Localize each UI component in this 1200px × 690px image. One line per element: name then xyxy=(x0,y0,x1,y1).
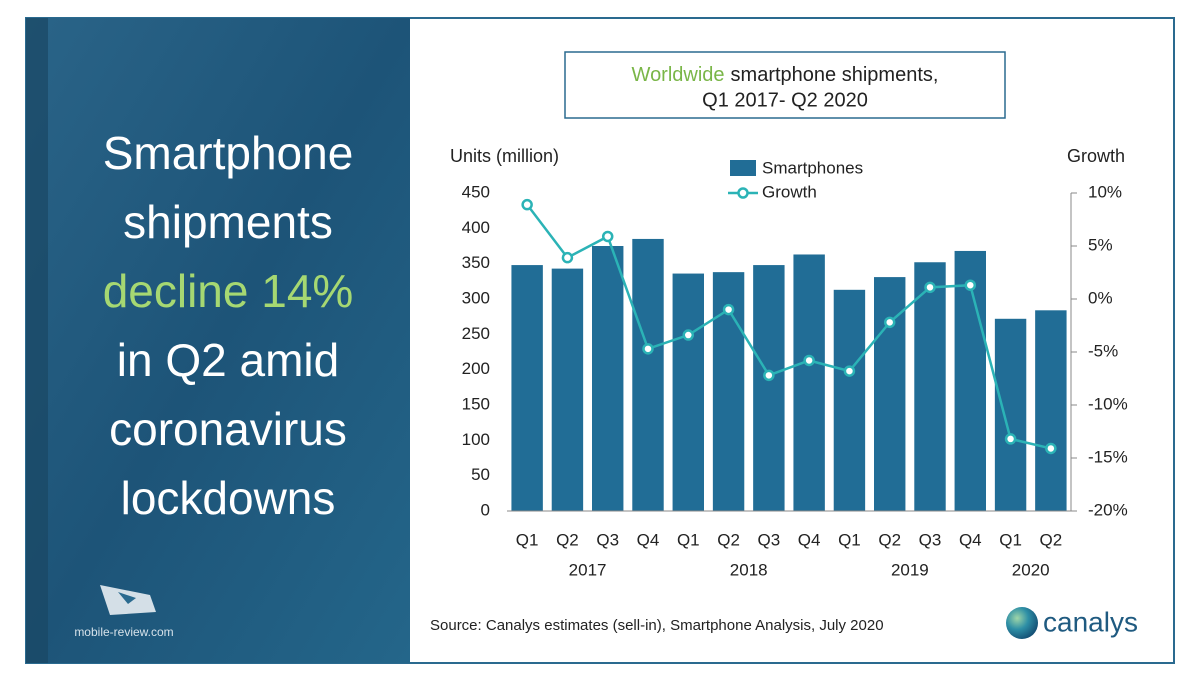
legend-label: Smartphones xyxy=(762,158,863,177)
y-tick-label: 350 xyxy=(462,253,490,272)
x-tick-label: Q2 xyxy=(878,530,901,549)
growth-marker xyxy=(561,251,574,264)
headline-line: coronavirus xyxy=(109,403,347,455)
growth-marker xyxy=(521,198,533,211)
growth-marker xyxy=(1004,433,1017,445)
y2-tick-label: -10% xyxy=(1088,394,1128,413)
bar xyxy=(1035,310,1067,511)
bar xyxy=(511,265,543,511)
bar xyxy=(672,273,704,511)
bar xyxy=(592,246,624,511)
x-tick-label: Q3 xyxy=(596,530,619,549)
legend-swatch xyxy=(730,160,756,176)
y-tick-label: 50 xyxy=(471,465,490,484)
y-tick-label: 200 xyxy=(462,359,490,378)
y-tick-label: 250 xyxy=(462,324,490,343)
plot: 0 50 100 150 200 250 300 350 400 450 -20% -15% -10% -… xyxy=(462,158,1128,579)
x-tick-label: Q4 xyxy=(798,530,821,549)
chart-subtitle: Q1 2017- Q2 2020 xyxy=(702,89,868,111)
growth-marker xyxy=(883,316,896,329)
x-tick-label: Q1 xyxy=(999,530,1022,549)
x-group-label: 2018 xyxy=(730,560,768,579)
bar xyxy=(551,268,584,511)
x-tick-label: Q3 xyxy=(758,530,781,549)
headline-line: lockdowns xyxy=(121,472,336,524)
growth-marker xyxy=(1045,442,1057,455)
y2-tick-label: -20% xyxy=(1088,500,1128,519)
growth-line xyxy=(526,203,1052,450)
title-box xyxy=(564,51,1006,119)
title-highlight: Worldwide xyxy=(632,64,725,86)
y2-tick-label: -5% xyxy=(1088,341,1118,360)
bar xyxy=(793,254,825,512)
headline-line: Smartphone xyxy=(103,127,354,179)
x-tick-label: Q2 xyxy=(556,530,579,549)
x-tick-label: Q2 xyxy=(1040,530,1063,549)
headline-panel xyxy=(26,18,410,663)
y-tick-label: 300 xyxy=(462,288,490,307)
growth-marker xyxy=(763,369,775,382)
watermark-arrow xyxy=(118,592,136,604)
growth-marker xyxy=(924,281,936,294)
bar xyxy=(632,238,664,511)
growth-marker xyxy=(964,279,977,291)
x-tick-label: Q1 xyxy=(516,530,539,549)
x-tick-label: Q1 xyxy=(677,530,700,549)
growth-marker xyxy=(601,230,614,243)
y-axis-label: Units (million) xyxy=(450,146,559,166)
bar xyxy=(954,250,986,512)
headline: Smartphone shipments decline 14% in Q2 amid… xyxy=(103,127,354,524)
y-tick-label: 450 xyxy=(462,182,490,201)
bar xyxy=(874,277,906,511)
y2-tick-label: 10% xyxy=(1088,182,1122,201)
growth-marker xyxy=(803,354,815,367)
bar xyxy=(833,289,866,511)
headline-line: shipments xyxy=(123,196,333,248)
x-tick-label: Q4 xyxy=(637,530,660,549)
source: Source: Canalys estimates (sell-in), Sma… xyxy=(430,617,884,634)
y-tick-label: 400 xyxy=(462,218,490,237)
headline-line: decline 14% xyxy=(103,265,354,317)
growth-marker xyxy=(682,329,695,341)
legend-label: Growth xyxy=(762,182,817,201)
watermark: mobile-review.com xyxy=(74,625,173,639)
x-tick-label: Q3 xyxy=(919,530,942,549)
x-group-label: 2020 xyxy=(1012,560,1050,579)
x-tick-label: Q1 xyxy=(838,530,861,549)
y-tick-label: 100 xyxy=(462,430,490,449)
growth-marker xyxy=(642,343,654,355)
x-tick-label: Q2 xyxy=(717,530,740,549)
x-group-label: 2019 xyxy=(891,560,929,579)
y2-tick-label: 0% xyxy=(1088,288,1113,307)
watermark-icon xyxy=(100,585,156,615)
title-rest: smartphone shipments, xyxy=(731,64,939,86)
bar xyxy=(914,262,946,511)
y-tick-label: 150 xyxy=(462,394,490,413)
bar xyxy=(994,318,1027,511)
x-tick-label: Q4 xyxy=(959,530,982,549)
bar xyxy=(753,265,785,511)
panel-stripe xyxy=(26,18,48,663)
headline-line: in Q2 amid xyxy=(117,334,339,386)
y2-tick-label: -15% xyxy=(1088,447,1128,466)
growth-marker xyxy=(843,365,856,377)
x-group-label: 2017 xyxy=(569,560,607,579)
growth-marker xyxy=(722,303,735,316)
y-tick-label: 0 xyxy=(481,500,490,519)
y2-axis-label: Growth xyxy=(1067,146,1125,166)
logo-globe xyxy=(1006,607,1038,639)
legend-swatch xyxy=(737,187,749,199)
logo: canalys xyxy=(1043,606,1138,637)
y2-tick-label: 5% xyxy=(1088,235,1113,254)
chart-title: Worldwide smartphone shipments, xyxy=(632,64,939,86)
